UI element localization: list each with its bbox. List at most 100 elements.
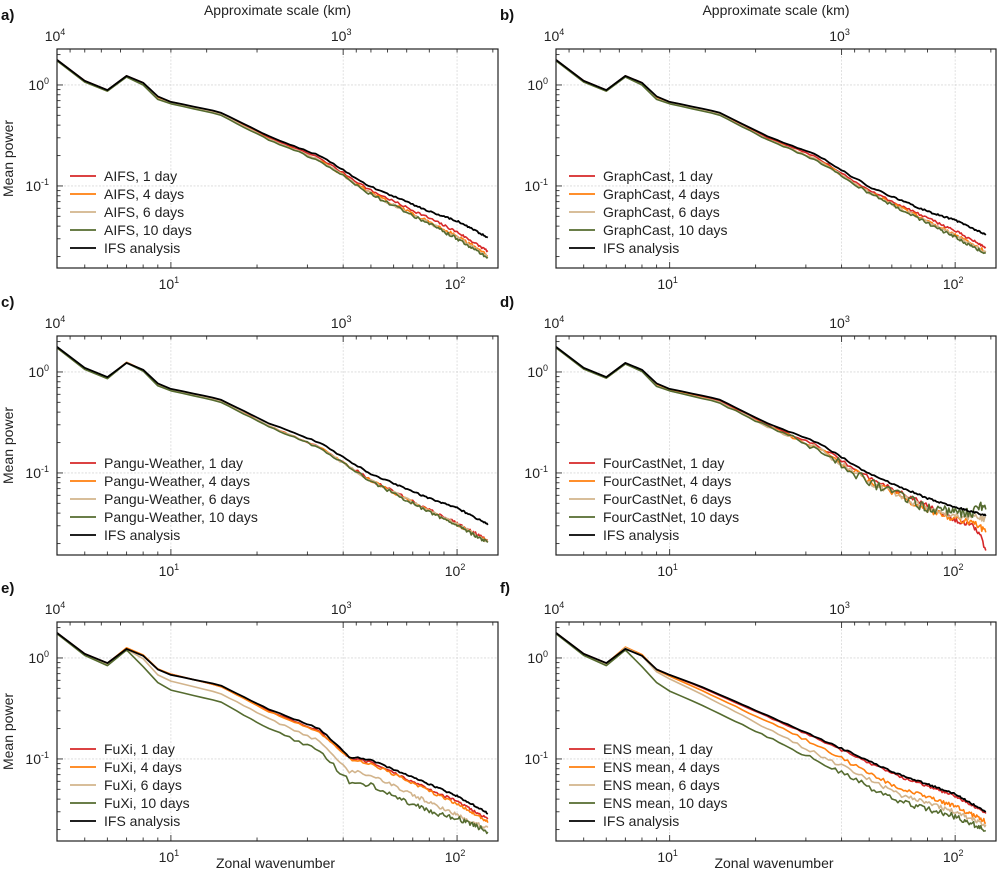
tick-exponent: -1 <box>540 750 548 760</box>
plot-frame <box>555 48 997 269</box>
legend-label: GraphCast, 10 days <box>603 222 728 238</box>
series-line-aifs-1-day <box>57 59 489 253</box>
y-tick-label: 10-1 <box>524 464 548 481</box>
tick-base: 10 <box>829 601 845 617</box>
legend-item: Pangu-Weather, 4 days <box>70 473 250 489</box>
tick-base: 10 <box>45 315 61 331</box>
legend-label: IFS analysis <box>603 240 679 256</box>
y-tick-label: 100 <box>527 363 548 380</box>
series-group <box>556 632 987 832</box>
tick-exponent: -1 <box>540 177 548 187</box>
tick-exponent: -1 <box>41 750 49 760</box>
tick-base: 10 <box>331 601 347 617</box>
legend-item: AIFS, 10 days <box>70 222 192 238</box>
legend-item: Pangu-Weather, 1 day <box>70 455 243 471</box>
tick-exponent: 2 <box>958 562 963 572</box>
tick-exponent: 2 <box>460 848 465 858</box>
series-line-ifs-analysis <box>57 632 489 815</box>
tick-exponent: 1 <box>673 562 678 572</box>
legend-item: IFS analysis <box>569 240 679 256</box>
legend-label: ENS mean, 4 days <box>603 759 720 775</box>
tick-exponent: -1 <box>41 464 49 474</box>
tick-base: 10 <box>829 28 845 44</box>
tick-exponent: 0 <box>44 76 49 86</box>
tick-exponent: -1 <box>41 177 49 187</box>
series-line-ens-mean-4-days <box>556 632 987 825</box>
tick-exponent: 3 <box>845 27 850 37</box>
y-tick-label: 100 <box>527 649 548 666</box>
tick-exponent: 1 <box>673 275 678 285</box>
x-tick-label: 101 <box>657 562 678 579</box>
legend-label: ENS mean, 6 days <box>603 777 720 793</box>
tick-base: 10 <box>524 465 540 481</box>
legend-label: AIFS, 1 day <box>104 168 177 184</box>
x-tick-label: 102 <box>445 848 466 865</box>
legend-label: IFS analysis <box>603 527 679 543</box>
tick-exponent: 2 <box>460 275 465 285</box>
legend-item: ENS mean, 10 days <box>569 795 728 811</box>
legend-item: FuXi, 10 days <box>70 795 190 811</box>
y-tick-label: 10-1 <box>25 750 49 767</box>
legend-item: ENS mean, 6 days <box>569 777 720 793</box>
tick-base: 10 <box>445 563 461 579</box>
series-group <box>57 59 489 259</box>
top-tick-label: 103 <box>331 600 352 617</box>
legend-label: AIFS, 10 days <box>104 222 192 238</box>
tick-base: 10 <box>829 315 845 331</box>
tick-base: 10 <box>28 77 44 93</box>
legend-item: Pangu-Weather, 6 days <box>70 491 250 507</box>
series-line-ifs-analysis <box>57 346 489 526</box>
legend-label: GraphCast, 4 days <box>603 186 720 202</box>
tick-base: 10 <box>331 315 347 331</box>
series-line-ifs-analysis <box>57 59 489 239</box>
top-tick-label: 104 <box>45 314 66 331</box>
legend-item: FourCastNet, 4 days <box>569 473 731 489</box>
series-line-aifs-10-days <box>57 60 489 259</box>
legend-label: FourCastNet, 1 day <box>603 455 724 471</box>
tick-exponent: 4 <box>559 314 564 324</box>
x-tick-label: 102 <box>943 562 964 579</box>
legend-item: ENS mean, 1 day <box>569 741 713 757</box>
legend: AIFS, 1 day AIFS, 4 days AIFS, 6 days AIFS,… <box>70 168 192 256</box>
tick-base: 10 <box>544 28 560 44</box>
y-tick-label: 100 <box>28 649 49 666</box>
legend-item: IFS analysis <box>569 813 679 829</box>
tick-exponent: 2 <box>460 562 465 572</box>
legend-label: FourCastNet, 6 days <box>603 491 731 507</box>
tick-base: 10 <box>159 563 175 579</box>
series-line-graphcast-1-day <box>556 59 987 249</box>
tick-base: 10 <box>524 751 540 767</box>
legend-label: AIFS, 6 days <box>104 204 184 220</box>
panel-label: d) <box>500 294 514 311</box>
y-axis-title: Mean power <box>0 120 16 197</box>
tick-base: 10 <box>544 315 560 331</box>
panel-label: e) <box>1 580 14 597</box>
top-tick-label: 104 <box>544 600 565 617</box>
tick-base: 10 <box>544 601 560 617</box>
legend-label: IFS analysis <box>104 240 180 256</box>
legend-item: GraphCast, 1 day <box>569 168 713 184</box>
series-line-ens-mean-6-days <box>556 632 987 828</box>
legend-label: Pangu-Weather, 10 days <box>104 509 258 525</box>
y-tick-label: 10-1 <box>25 177 49 194</box>
legend-item: FuXi, 4 days <box>70 759 182 775</box>
legend-label: GraphCast, 6 days <box>603 204 720 220</box>
tick-exponent: 1 <box>174 275 179 285</box>
series-line-ifs-analysis <box>556 632 987 813</box>
legend-label: ENS mean, 1 day <box>603 741 713 757</box>
legend-label: FuXi, 1 day <box>104 741 175 757</box>
tick-base: 10 <box>45 601 61 617</box>
tick-base: 10 <box>943 849 959 865</box>
tick-base: 10 <box>527 364 543 380</box>
legend-item: IFS analysis <box>569 527 679 543</box>
tick-exponent: 2 <box>958 848 963 858</box>
legend-item: AIFS, 6 days <box>70 204 184 220</box>
panel-label: b) <box>500 7 514 24</box>
top-tick-label: 104 <box>544 314 565 331</box>
legend-item: Pangu-Weather, 10 days <box>70 509 258 525</box>
legend-item: FourCastNet, 6 days <box>569 491 731 507</box>
y-tick-label: 100 <box>28 363 49 380</box>
